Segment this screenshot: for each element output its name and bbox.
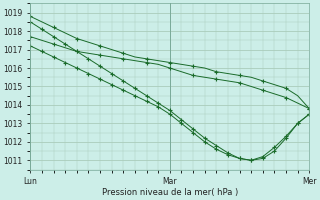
X-axis label: Pression niveau de la mer( hPa ): Pression niveau de la mer( hPa ): [102, 188, 238, 197]
